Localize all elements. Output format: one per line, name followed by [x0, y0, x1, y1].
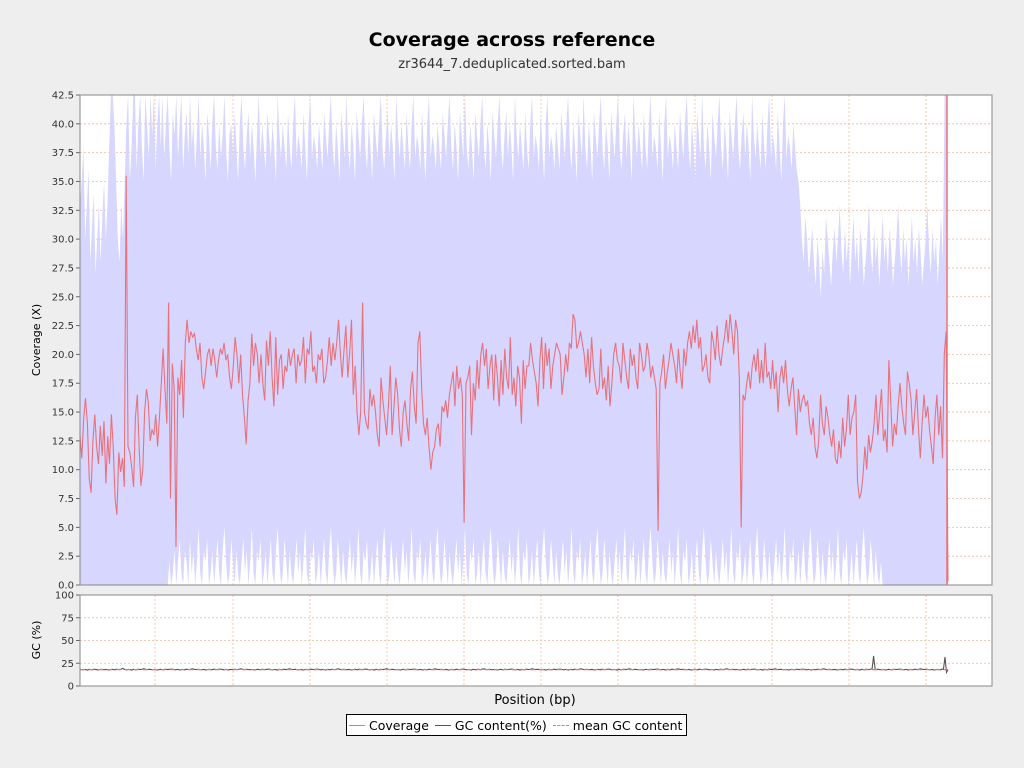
legend-gc-label: GC content(%): [454, 717, 547, 733]
gc-y-tick-label: 50: [61, 636, 74, 647]
coverage-y-tick-label: 22.5: [52, 321, 74, 332]
coverage-y-tick-label: 37.5: [52, 148, 74, 159]
coverage-spread-band: [80, 95, 948, 585]
gc-y-tick-label: 25: [61, 659, 74, 670]
legend: Coverage GC content(%) mean GC content: [346, 714, 688, 736]
coverage-y-tick-label: 32.5: [52, 206, 74, 217]
coverage-line-icon: [349, 724, 365, 726]
legend-item-gc: GC content(%): [434, 717, 547, 733]
coverage-y-tick-label: 20.0: [52, 350, 74, 361]
chart-title: Coverage across reference: [368, 29, 656, 51]
coverage-y-tick-label: 5.0: [58, 523, 74, 534]
chart-subtitle: zr3644_7.deduplicated.sorted.bam: [398, 57, 626, 72]
coverage-y-tick-label: 42.5: [52, 91, 74, 102]
coverage-y-tick-label: 15.0: [52, 408, 74, 419]
gc-panel: 0 25 50 75 100: [55, 591, 993, 693]
coverage-y-tick-label: 30.0: [52, 235, 74, 246]
x-axis-label: Position (bp): [494, 693, 575, 708]
mean-gc-line-icon: [552, 724, 569, 726]
coverage-y-tick-label: 10.0: [52, 465, 74, 476]
coverage-series-line: [79, 175, 949, 582]
coverage-panel: 0.0 2.5 5.0 7.5 10.0 12.5 15.0 17.5 20.0 22.5 25.0…: [52, 91, 993, 592]
legend-mean-gc-label: mean GC content: [572, 717, 683, 733]
gc-y-tick-label: 100: [55, 591, 74, 602]
coverage-y-tick-label: 2.5: [58, 552, 74, 563]
gc-line-icon: [434, 724, 451, 726]
coverage-y-tick-label: 35.0: [52, 177, 74, 188]
coverage-y-tick-label: 40.0: [52, 119, 74, 130]
coverage-y-tick-label: 12.5: [52, 436, 74, 447]
coverage-y-tick-label: 25.0: [52, 292, 74, 303]
legend-item-coverage: Coverage: [349, 718, 429, 733]
gc-y-tick-label: 0: [68, 682, 74, 693]
legend-item-mean-gc: mean GC content: [552, 717, 683, 733]
coverage-y-axis-label: Coverage (X): [30, 304, 43, 376]
coverage-y-tick-label: 0.0: [58, 581, 74, 592]
coverage-frame: [79, 94, 993, 586]
gc-frame: [79, 594, 993, 687]
coverage-y-tick-label: 27.5: [52, 263, 74, 274]
gc-y-axis-label: GC (%): [30, 621, 43, 660]
legend-coverage-label: Coverage: [369, 717, 429, 733]
gc-y-tick-label: 75: [61, 613, 74, 624]
coverage-y-tick-label: 17.5: [52, 379, 74, 390]
coverage-y-tick-label: 7.5: [58, 494, 74, 505]
